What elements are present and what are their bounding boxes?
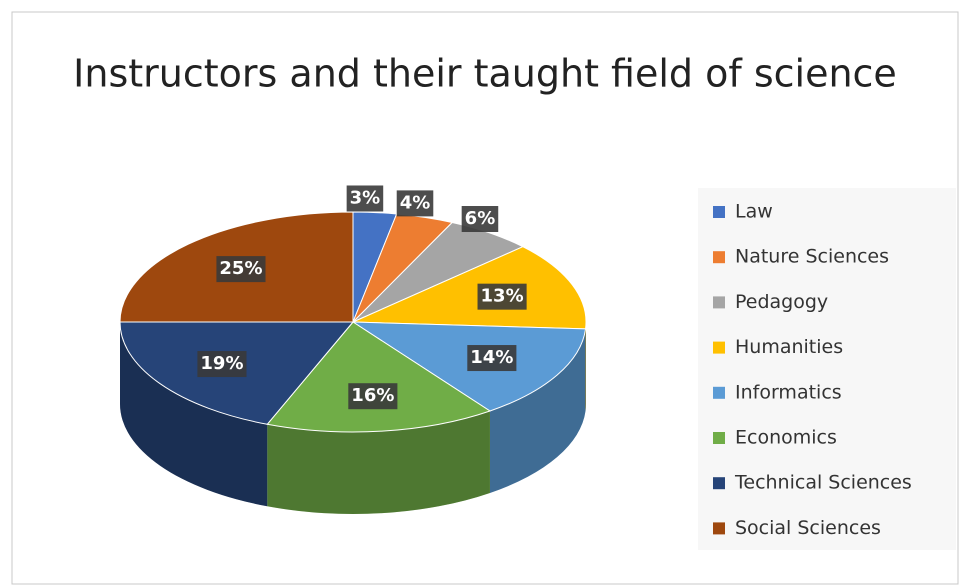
data-label-text: 3%	[350, 187, 381, 208]
data-label-text: 25%	[219, 258, 262, 279]
legend-label: Social Sciences	[735, 517, 881, 539]
data-label: 6%	[461, 206, 499, 233]
data-label-box	[467, 345, 517, 372]
slice-side	[120, 322, 268, 507]
data-label: 14%	[467, 345, 517, 372]
slice-side	[489, 328, 586, 493]
legend-label: Informatics	[735, 381, 842, 403]
data-label: 3%	[346, 185, 384, 212]
legend-swatch	[713, 386, 725, 399]
data-label-text: 13%	[481, 286, 524, 307]
slice-side-shade	[267, 410, 490, 514]
slice-side	[267, 410, 490, 514]
data-label-box	[396, 190, 434, 217]
data-label-box	[348, 383, 398, 410]
legend-label: Technical Sciences	[734, 472, 912, 494]
slice	[266, 321, 492, 433]
legend-label: Economics	[735, 427, 837, 449]
data-label-box	[197, 351, 247, 378]
legend-swatch	[713, 206, 725, 218]
data-label: 13%	[477, 283, 527, 310]
legend-label: Humanities	[735, 336, 843, 358]
data-label-text: 14%	[470, 347, 513, 368]
data-label: 4%	[396, 190, 434, 217]
legend-swatch	[713, 296, 725, 309]
slice	[352, 246, 587, 330]
data-label-box	[477, 283, 527, 310]
data-label-box	[461, 206, 499, 233]
data-label-text: 6%	[465, 208, 496, 229]
data-label-box	[216, 256, 266, 283]
chart-title: Instructors and their taught field of sc…	[73, 52, 897, 96]
legend-swatch	[713, 522, 725, 535]
data-label: 19%	[197, 351, 247, 378]
legend-swatch	[713, 341, 725, 354]
legend-swatch	[713, 477, 725, 490]
legend-label: Pedagogy	[735, 291, 828, 313]
data-label-text: 4%	[400, 192, 431, 213]
legend-label: Nature Sciences	[735, 246, 889, 268]
legend-box	[698, 188, 956, 550]
data-label: 25%	[216, 256, 266, 283]
data-label-text: 16%	[351, 385, 394, 406]
legend-swatch	[713, 432, 725, 444]
legend-label: Law	[735, 201, 773, 223]
slice-side-shade	[120, 322, 268, 507]
slice-side-shade	[489, 328, 586, 493]
legend-swatch	[713, 251, 725, 264]
data-label-box	[346, 185, 384, 212]
data-label-text: 19%	[200, 353, 243, 374]
data-label: 16%	[348, 383, 398, 410]
